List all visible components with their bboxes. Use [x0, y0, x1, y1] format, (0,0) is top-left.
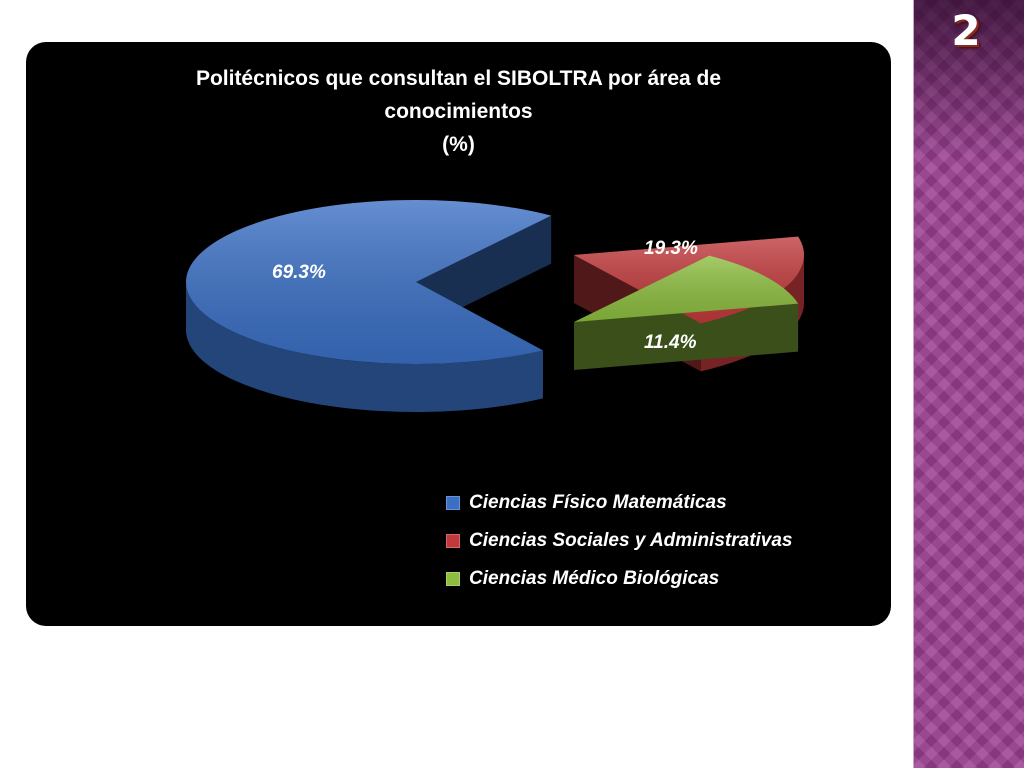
- slide-decoration-band: [913, 0, 1024, 768]
- legend-swatch-blue: [446, 496, 460, 510]
- pie-chart: [185, 200, 804, 412]
- legend-label: Ciencias Físico Matemáticas: [469, 492, 727, 513]
- chart-panel: Politécnicos que consultan el SIBOLTRA p…: [26, 42, 891, 626]
- pie-slice-gloss-medico-biologicas: [574, 255, 799, 322]
- pie-side-fisico-matematicas-0: [186, 282, 543, 412]
- legend-item-fisico-matematicas: Ciencias Físico Matemáticas: [446, 484, 886, 522]
- data-label-sociales-administrativas: 19.3%: [644, 238, 698, 259]
- chart-title-line-2: conocimientos: [384, 100, 533, 123]
- data-label-medico-biologicas: 11.4%: [644, 332, 697, 353]
- pie-slice-gloss-fisico-matematicas: [185, 200, 552, 365]
- legend-swatch-green: [446, 572, 460, 586]
- slide-number: 2: [951, 6, 981, 55]
- chart-title-line-1: Politécnicos que consultan el SIBOLTRA p…: [195, 67, 722, 90]
- legend-item-medico-biologicas: Ciencias Médico Biológicas: [446, 560, 886, 598]
- legend-label: Ciencias Médico Biológicas: [469, 568, 720, 589]
- chart-legend: Ciencias Físico Matemáticas Ciencias Soc…: [446, 484, 886, 598]
- legend-swatch-red: [446, 534, 460, 548]
- chart-title: Politécnicos que consultan el SIBOLTRA p…: [86, 62, 831, 161]
- legend-label: Ciencias Sociales y Administrativas: [469, 530, 793, 551]
- legend-item-sociales-administrativas: Ciencias Sociales y Administrativas: [446, 522, 886, 560]
- chart-title-line-3: (%): [442, 133, 475, 156]
- data-label-fisico-matematicas: 69.3%: [272, 262, 326, 283]
